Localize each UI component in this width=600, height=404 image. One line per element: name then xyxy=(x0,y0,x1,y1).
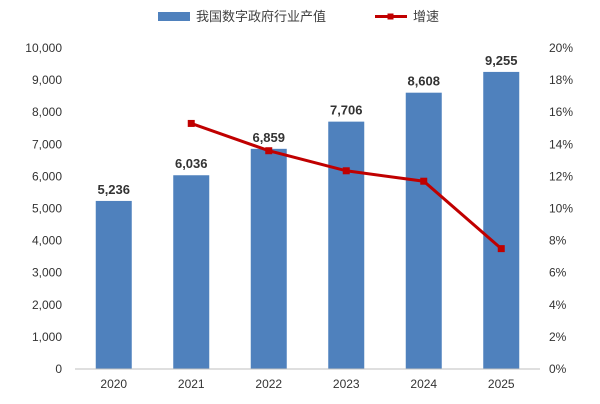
left-tick-label: 5,000 xyxy=(32,202,62,216)
right-tick-label: 8% xyxy=(549,234,567,248)
growth-marker xyxy=(497,245,505,253)
x-tick-label: 2022 xyxy=(255,377,282,391)
x-tick-label: 2023 xyxy=(333,377,360,391)
right-tick-label: 16% xyxy=(549,105,573,119)
legend-swatch-marker xyxy=(387,13,394,20)
bar-2023 xyxy=(328,121,365,370)
bar-2022 xyxy=(250,148,287,369)
right-tick-label: 4% xyxy=(549,298,567,312)
growth-marker xyxy=(187,119,195,127)
left-tick-label: 0 xyxy=(55,362,62,376)
right-tick-label: 6% xyxy=(549,266,567,280)
right-tick-label: 14% xyxy=(549,137,573,151)
data-label-2023: 7,706 xyxy=(330,103,363,118)
data-label-2024: 8,608 xyxy=(407,74,440,89)
legend-swatch-bar xyxy=(158,12,190,21)
bar-2020 xyxy=(95,200,132,369)
right-tick-label: 2% xyxy=(549,330,567,344)
left-tick-label: 8,000 xyxy=(32,105,62,119)
right-tick-label: 20% xyxy=(549,41,573,55)
legend-label-line: 增速 xyxy=(413,9,439,24)
right-tick-label: 0% xyxy=(549,362,567,376)
right-tick-label: 10% xyxy=(549,202,573,216)
x-tick-label: 2020 xyxy=(100,377,127,391)
growth-marker xyxy=(420,177,428,185)
data-label-2020: 5,236 xyxy=(97,182,130,197)
data-label-2022: 6,859 xyxy=(252,130,285,145)
left-tick-label: 3,000 xyxy=(32,266,62,280)
x-tick-label: 2025 xyxy=(488,377,515,391)
x-tick-label: 2021 xyxy=(178,377,205,391)
bar-2025 xyxy=(483,71,520,370)
right-tick-label: 12% xyxy=(549,169,573,183)
left-tick-label: 7,000 xyxy=(32,137,62,151)
x-tick-label: 2024 xyxy=(410,377,437,391)
bar-2021 xyxy=(173,175,210,369)
right-tick-label: 18% xyxy=(549,73,573,87)
bar-2024 xyxy=(405,92,442,369)
left-tick-label: 10,000 xyxy=(25,41,62,55)
left-tick-label: 2,000 xyxy=(32,298,62,312)
growth-marker xyxy=(342,167,350,175)
left-tick-label: 6,000 xyxy=(32,169,62,183)
left-tick-label: 4,000 xyxy=(32,234,62,248)
legend: 我国数字政府行业产值 增速 xyxy=(158,9,439,24)
left-tick-label: 9,000 xyxy=(32,73,62,87)
data-label-2021: 6,036 xyxy=(175,156,208,171)
left-tick-label: 1,000 xyxy=(32,330,62,344)
legend-label-bar: 我国数字政府行业产值 xyxy=(196,9,326,24)
growth-marker xyxy=(265,147,273,155)
data-label-2025: 9,255 xyxy=(485,53,518,68)
